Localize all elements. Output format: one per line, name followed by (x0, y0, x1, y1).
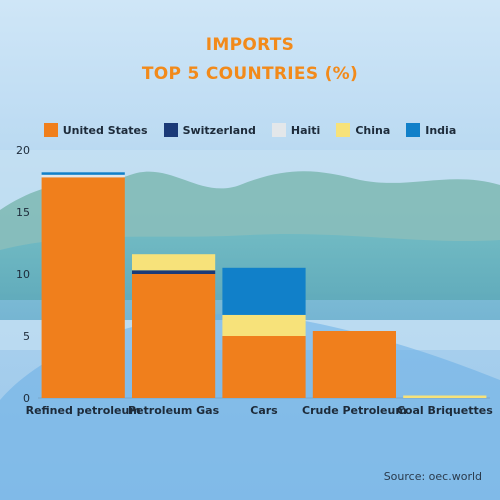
chart-title-line-2: TOP 5 COUNTRIES (%) (141, 64, 359, 84)
legend-item: United States (43, 123, 148, 137)
y-tick-label: 5 (23, 330, 30, 343)
legend-item: Haiti (271, 123, 321, 137)
bar-segment (132, 274, 216, 398)
legend-label: China (355, 123, 391, 137)
legend-swatch (163, 123, 178, 137)
legend-label: United States (62, 123, 148, 137)
x-tick-label: Cars (250, 404, 278, 417)
y-tick-label: 0 (23, 392, 30, 405)
source-note: Source: oec.world (383, 470, 482, 483)
legend-label: Haiti (290, 123, 321, 137)
legend-item: China (336, 123, 390, 137)
bar-segment (41, 174, 125, 178)
legend-swatch (406, 123, 421, 137)
bar-segment (222, 336, 306, 398)
legend-label: Switzerland (182, 123, 256, 137)
bar-segment (132, 270, 216, 274)
bar-segment (222, 314, 306, 336)
y-tick-label: 15 (16, 206, 30, 219)
legend-swatch (336, 123, 351, 137)
x-tick-label: Crude Petroleum (302, 404, 407, 417)
legend-item: Switzerland (163, 123, 256, 137)
bar-segment (312, 331, 396, 398)
chart-title-line-1: IMPORTS (205, 35, 295, 55)
y-tick-label: 20 (16, 144, 30, 157)
x-tick-label: Refined petroleum (26, 404, 141, 417)
legend-item: India (406, 123, 456, 137)
bar-segment (222, 267, 306, 315)
x-tick-label: Petroleum Gas (128, 404, 220, 417)
legend: United States Switzerland Haiti China India (0, 123, 500, 137)
bar-segment (41, 172, 125, 175)
legend-swatch (271, 123, 286, 137)
bar-segment (41, 177, 125, 398)
y-tick-label: 10 (16, 268, 30, 281)
legend-swatch (43, 123, 58, 137)
bar-segment (132, 254, 216, 271)
bar-segment (403, 395, 487, 398)
legend-label: India (425, 123, 457, 137)
x-tick-label: Coal Briquettes (397, 404, 493, 417)
